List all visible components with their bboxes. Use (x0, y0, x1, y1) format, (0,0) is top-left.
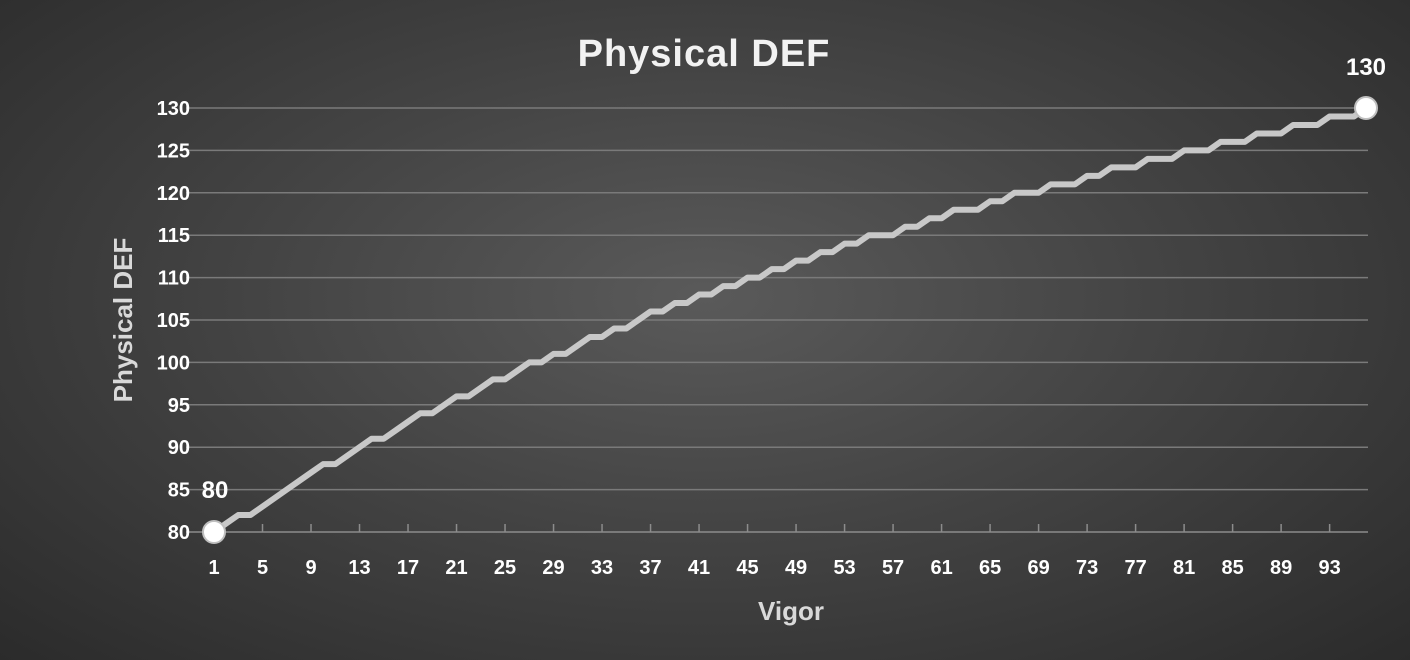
x-tick-label: 5 (257, 557, 268, 579)
x-tick-label: 37 (639, 557, 661, 579)
x-tick-label: 85 (1221, 557, 1243, 579)
y-tick-label: 125 (157, 140, 190, 162)
x-tick-label: 49 (785, 557, 807, 579)
x-tick-label: 29 (542, 557, 564, 579)
gridlines (186, 107, 1368, 491)
y-axis-title: Physical DEF (108, 238, 138, 403)
x-tick-label: 13 (348, 557, 370, 579)
x-tick-label: 1 (208, 557, 219, 579)
data-label: 130 (1346, 54, 1386, 81)
data-point-marker (202, 520, 226, 544)
series-line (211, 105, 1369, 535)
y-tick-label: 110 (158, 268, 190, 290)
x-tick-label: 21 (445, 557, 467, 579)
x-tick-label: 73 (1076, 557, 1098, 579)
x-tick-label: 25 (494, 557, 516, 579)
chart-title: Physical DEF (578, 33, 831, 75)
x-tick-label: 93 (1318, 557, 1340, 579)
x-tick-label: 65 (979, 557, 1001, 579)
x-tick-label: 9 (305, 557, 316, 579)
y-axis-ticks: 80 85 90 95 100 105 110 115 120 125 130 (157, 98, 190, 544)
x-tick-label: 53 (833, 557, 855, 579)
y-tick-label: 115 (158, 225, 190, 247)
y-tick-label: 90 (168, 437, 190, 459)
x-tick-label: 77 (1124, 557, 1146, 579)
data-label: 80 (202, 477, 229, 504)
x-axis-title: Vigor (758, 596, 824, 626)
endpoint-markers: 80 130 (202, 54, 1386, 544)
x-tick-label: 69 (1027, 557, 1049, 579)
x-tick-label: 41 (688, 557, 710, 579)
x-tick-label: 61 (930, 557, 952, 579)
x-tick-label: 45 (736, 557, 758, 579)
y-tick-label: 80 (168, 522, 190, 544)
series-layer (211, 105, 1369, 535)
y-tick-label: 105 (157, 310, 190, 332)
y-tick-label: 120 (157, 183, 190, 205)
data-point-marker (1354, 96, 1378, 120)
y-tick-label: 95 (168, 395, 190, 417)
x-axis-ticks: 1 5 9 13 17 21 25 29 33 37 41 45 49 53 57 61 65 69 73 77 81 8… (208, 524, 1341, 579)
x-tick-label: 33 (591, 557, 613, 579)
x-tick-label: 17 (397, 557, 419, 579)
y-tick-label: 130 (157, 98, 190, 120)
x-tick-label: 81 (1173, 557, 1195, 579)
y-tick-label: 100 (157, 352, 190, 374)
y-tick-label: 85 (168, 480, 190, 502)
x-tick-label: 89 (1270, 557, 1292, 579)
x-tick-label: 57 (882, 557, 904, 579)
